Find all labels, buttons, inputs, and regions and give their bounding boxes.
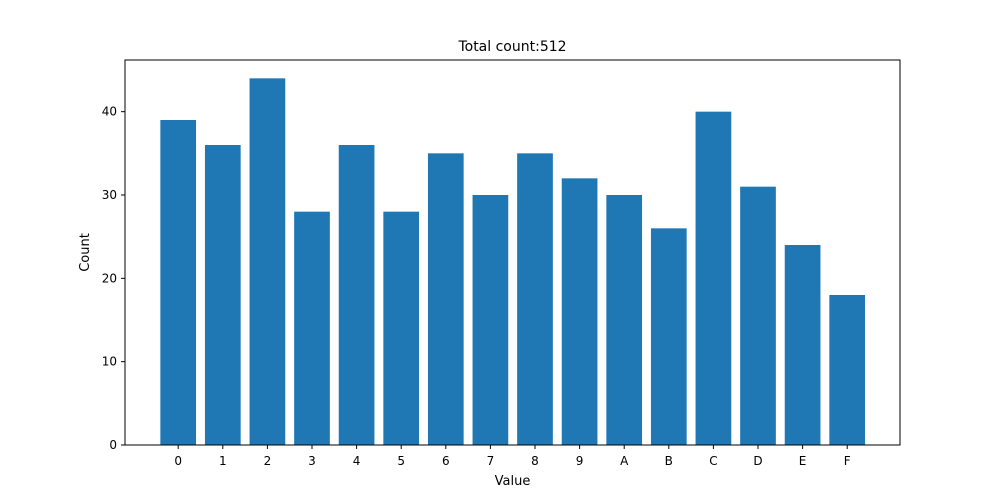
bar-9 xyxy=(561,178,598,445)
y-tick-label-40: 40 xyxy=(102,105,117,119)
chart-title: Total count:512 xyxy=(457,39,566,55)
x-tick-label-D: D xyxy=(753,454,762,468)
x-tick-label-0: 0 xyxy=(174,454,182,468)
x-tick-label-B: B xyxy=(665,454,673,468)
x-tick-label-A: A xyxy=(620,454,629,468)
y-tick-label-20: 20 xyxy=(102,271,117,285)
bar-2 xyxy=(249,78,286,445)
bar-E xyxy=(784,245,821,445)
bar-8 xyxy=(517,153,553,445)
bar-3 xyxy=(294,211,330,445)
x-axis-label: Value xyxy=(495,474,531,489)
x-tick-label-8: 8 xyxy=(531,454,539,468)
ticks-layer: 0 1 2 3 4 5 6 7 8 9 A B C D E F 0 10 20 30 40 xyxy=(102,105,851,468)
bar-1 xyxy=(204,145,241,445)
bar-B xyxy=(650,228,687,445)
y-tick-label-30: 30 xyxy=(102,188,117,202)
y-tick-label-10: 10 xyxy=(102,355,117,369)
bar-7 xyxy=(472,195,509,445)
plot-frame xyxy=(124,59,901,446)
y-axis-label: Count xyxy=(78,233,93,272)
bar-5 xyxy=(383,211,420,445)
bars-layer xyxy=(160,78,866,446)
bar-4 xyxy=(338,145,375,445)
bar-D xyxy=(740,186,776,446)
x-tick-label-2: 2 xyxy=(264,454,272,468)
x-tick-label-E: E xyxy=(799,454,807,468)
bar-C xyxy=(695,111,732,446)
bar-A xyxy=(606,195,643,445)
bar-6 xyxy=(427,153,464,445)
x-tick-label-7: 7 xyxy=(487,454,495,468)
x-tick-label-1: 1 xyxy=(219,454,227,468)
x-tick-label-6: 6 xyxy=(442,454,450,468)
x-tick-label-F: F xyxy=(844,454,851,468)
x-tick-label-C: C xyxy=(709,454,717,468)
x-tick-label-5: 5 xyxy=(397,454,405,468)
x-tick-label-9: 9 xyxy=(576,454,584,468)
x-tick-label-3: 3 xyxy=(308,454,316,468)
bar-F xyxy=(829,295,866,445)
y-tick-label-0: 0 xyxy=(109,438,117,452)
bar-0 xyxy=(160,120,197,445)
x-tick-label-4: 4 xyxy=(353,454,361,468)
